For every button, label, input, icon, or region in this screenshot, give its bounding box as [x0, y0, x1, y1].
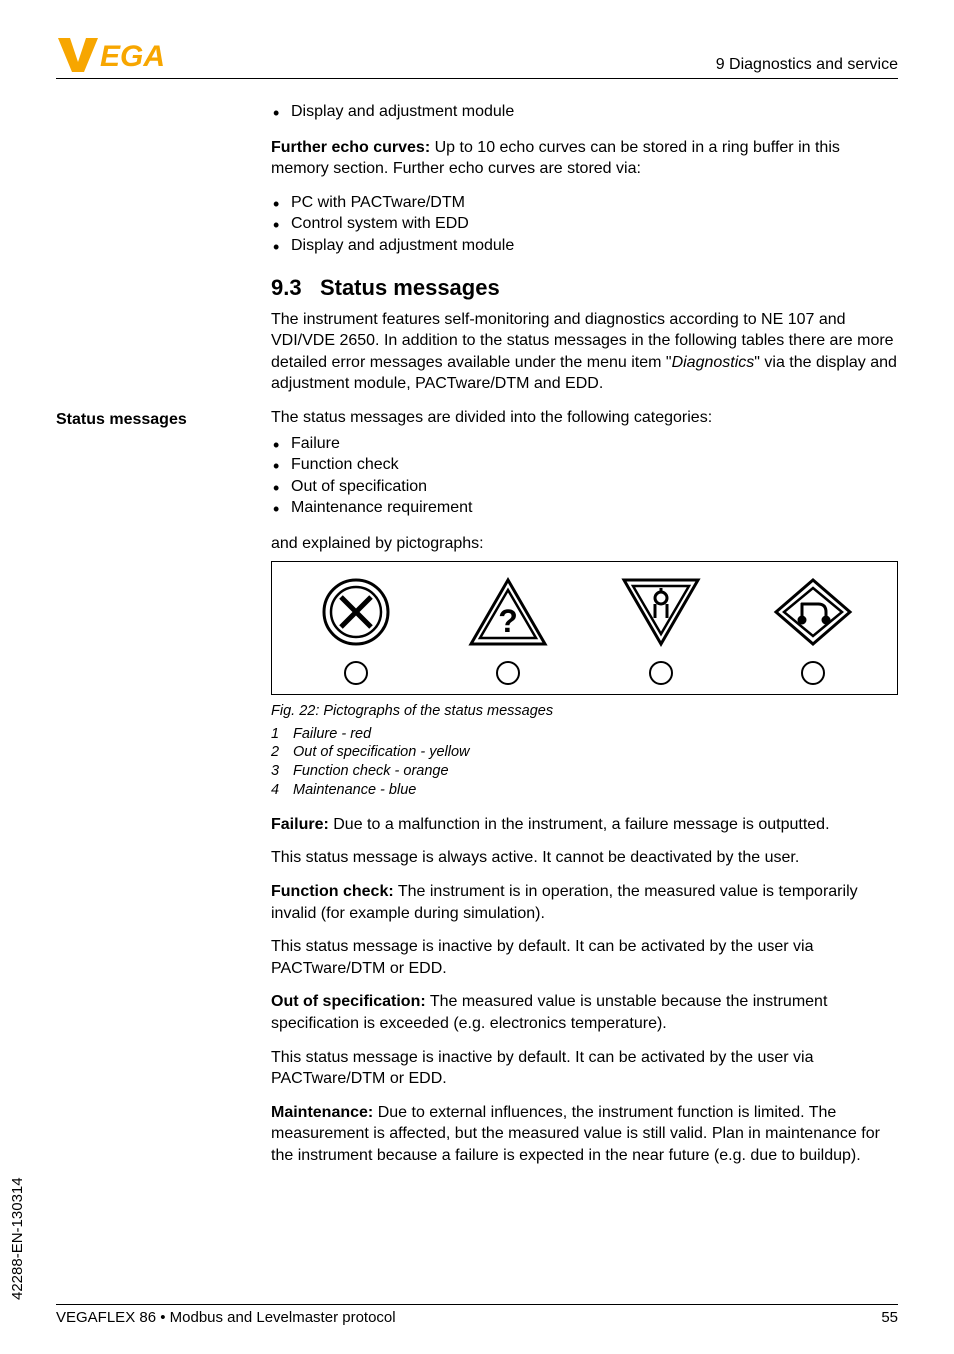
list-item: Failure — [271, 433, 898, 455]
figure-legend: 1Failure - red 2Out of specification - y… — [271, 725, 898, 800]
failure-note: This status message is always active. It… — [271, 847, 898, 869]
legend-num: 2 — [271, 743, 293, 762]
def-bold: Failure: — [271, 816, 329, 833]
failure-icon — [313, 574, 399, 650]
status-list: Failure Function check Out of specificat… — [271, 433, 898, 519]
further-curves-lead: Further echo curves: Up to 10 echo curve… — [271, 137, 898, 180]
footer: VEGAFLEX 86 • Modbus and Levelmaster pro… — [56, 1304, 898, 1326]
left-column: Status messages — [56, 407, 271, 1179]
list-item: PC with PACTware/DTM — [271, 192, 898, 214]
legend-num: 3 — [271, 762, 293, 781]
lead-bold: Further echo curves: — [271, 139, 430, 156]
picto-failure — [313, 574, 399, 686]
list-item: Function check — [271, 454, 898, 476]
list-item: Maintenance requirement — [271, 497, 898, 519]
maintenance-icon — [770, 574, 856, 650]
legend-text: Out of specification - yellow — [293, 744, 470, 760]
def-bold: Maintenance: — [271, 1104, 373, 1121]
picto-function-check — [618, 574, 704, 686]
right-column-status: The status messages are divided into the… — [271, 407, 898, 1179]
status-lead: The status messages are divided into the… — [271, 407, 898, 429]
def-bold: Out of specification: — [271, 993, 426, 1010]
status-explain: and explained by pictographs: — [271, 533, 898, 555]
legend-text: Function check - orange — [293, 763, 449, 779]
picto-out-of-spec: ? — [465, 574, 551, 686]
content-columns: Display and adjustment module Further ec… — [56, 97, 898, 407]
left-column — [56, 97, 271, 407]
list-item: Display and adjustment module — [271, 235, 898, 257]
right-column-top: Display and adjustment module Further ec… — [271, 97, 898, 407]
further-curves-list: PC with PACTware/DTM Control system with… — [271, 192, 898, 257]
circle-icon — [648, 660, 674, 686]
out-of-spec-def: Out of specification: The measured value… — [271, 991, 898, 1034]
legend-num: 4 — [271, 781, 293, 800]
footer-left: VEGAFLEX 86 • Modbus and Levelmaster pro… — [56, 1309, 396, 1326]
function-check-icon — [618, 574, 704, 650]
function-check-def: Function check: The instrument is in ope… — [271, 881, 898, 924]
circle-icon — [495, 660, 521, 686]
list-item: Out of specification — [271, 476, 898, 498]
logo-text: EGA — [100, 40, 165, 73]
legend-text: Maintenance - blue — [293, 782, 416, 798]
section-number: 9.3 — [271, 275, 302, 300]
circle-icon — [800, 660, 826, 686]
picto-maintenance — [770, 574, 856, 686]
legend-text: Failure - red — [293, 726, 371, 742]
top-bullet-list: Display and adjustment module — [271, 101, 898, 123]
legend-item: 3Function check - orange — [271, 762, 898, 781]
section-intro: The instrument features self-monitoring … — [271, 309, 898, 395]
out-of-spec-note: This status message is inactive by defau… — [271, 1047, 898, 1090]
header: EGA 9 Diagnostics and service — [56, 34, 898, 79]
legend-num: 1 — [271, 725, 293, 744]
def-text: Due to a malfunction in the instrument, … — [329, 816, 830, 833]
footer-page-number: 55 — [881, 1309, 898, 1326]
function-check-note: This status message is inactive by defau… — [271, 936, 898, 979]
intro-italic: Diagnostics — [672, 354, 755, 371]
circle-icon — [343, 660, 369, 686]
failure-def: Failure: Due to a malfunction in the ins… — [271, 814, 898, 836]
list-item: Display and adjustment module — [271, 101, 898, 123]
figure-caption: Fig. 22: Pictographs of the status messa… — [271, 703, 898, 719]
section-title: Status messages — [320, 275, 500, 300]
legend-item: 2Out of specification - yellow — [271, 743, 898, 762]
pictograph-figure: ? — [271, 561, 898, 695]
section-heading: 9.3 Status messages — [271, 275, 898, 301]
vega-logo: EGA — [56, 34, 186, 74]
list-item: Control system with EDD — [271, 213, 898, 235]
svg-text:?: ? — [499, 603, 519, 639]
header-section-label: 9 Diagnostics and service — [716, 56, 898, 74]
out-of-spec-icon: ? — [465, 574, 551, 650]
maintenance-def: Maintenance: Due to external influences,… — [271, 1102, 898, 1167]
side-heading: Status messages — [56, 411, 271, 429]
page: EGA 9 Diagnostics and service Display an… — [0, 0, 954, 1179]
status-row: Status messages The status messages are … — [56, 407, 898, 1179]
document-id: 42288-EN-130314 — [9, 1177, 26, 1300]
def-bold: Function check: — [271, 883, 394, 900]
legend-item: 4Maintenance - blue — [271, 781, 898, 800]
legend-item: 1Failure - red — [271, 725, 898, 744]
